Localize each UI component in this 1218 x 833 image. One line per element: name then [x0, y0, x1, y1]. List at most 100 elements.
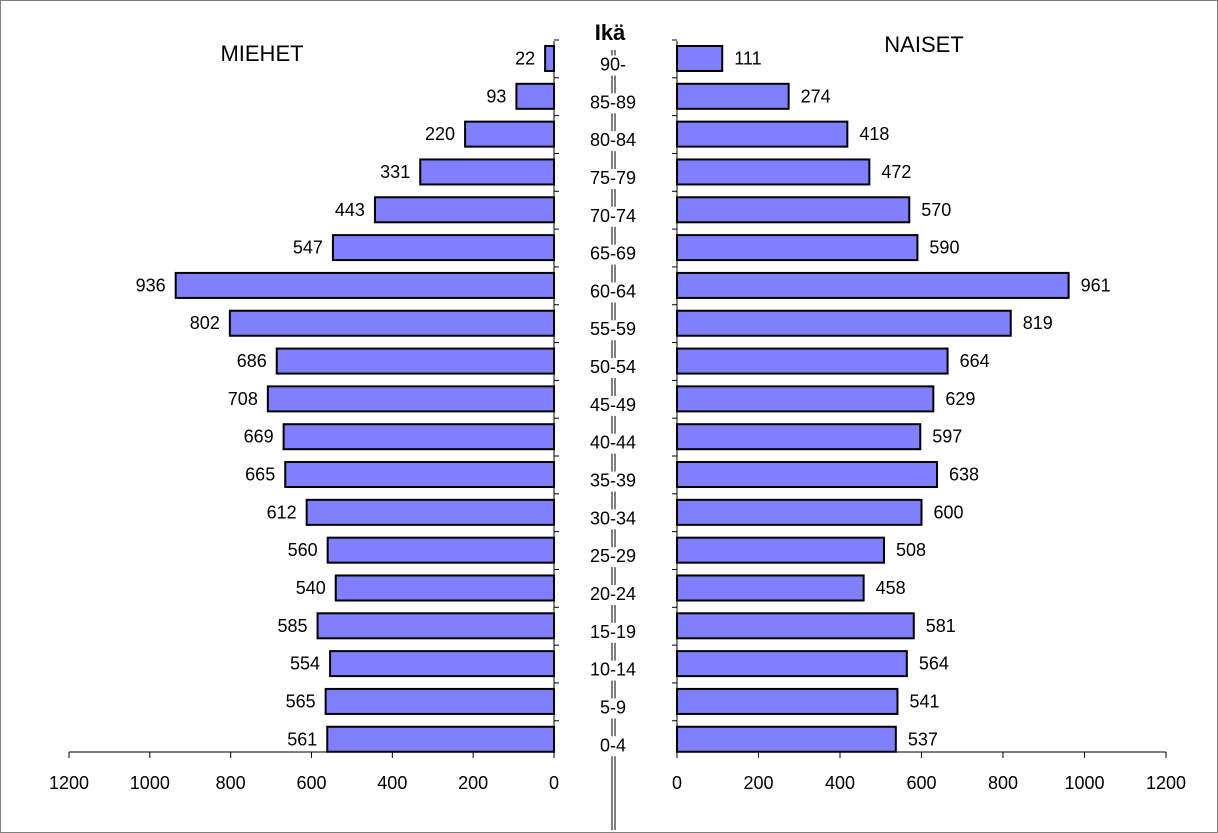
age-label-background: [585, 131, 641, 152]
men-x-tick-label: 1000: [130, 773, 170, 793]
women-value-label: 638: [949, 465, 979, 485]
women-bar: [676, 498, 923, 526]
women-bar: [676, 385, 935, 413]
men-bar: [326, 725, 556, 753]
men-x-tick-label: 800: [216, 773, 246, 793]
women-bar: [676, 536, 886, 564]
women-x-tick-label: 400: [825, 773, 855, 793]
women-value-label: 537: [908, 729, 938, 749]
men-bar: [228, 309, 555, 337]
men-x-tick-label: 0: [549, 773, 559, 793]
women-value-label: 570: [921, 200, 951, 220]
age-label-background: [585, 660, 641, 681]
men-value-label: 443: [335, 200, 365, 220]
age-axis: 90- 85-89 80-84 75-79 70-74 65-69 60-64 55-59 50…: [585, 50, 641, 830]
men-bar: [174, 271, 555, 299]
age-label-background: [585, 471, 641, 492]
men-value-label: 554: [290, 654, 320, 674]
women-value-label: 819: [1023, 313, 1053, 333]
men-value-label: 669: [244, 427, 274, 447]
men-bar: [544, 45, 556, 72]
age-category-label: 30-34: [590, 508, 636, 528]
men-value-label: 331: [380, 162, 410, 182]
men-value-label: 22: [515, 49, 535, 69]
age-category-label: 35-39: [590, 471, 636, 491]
age-label-background: [585, 584, 641, 605]
men-bar: [373, 196, 555, 224]
women-panel: 0 200 400 600 800 1000 1200 111 274 418 472 570 590 9…: [672, 39, 1186, 793]
men-bar: [334, 574, 555, 602]
men-bar: [284, 461, 555, 489]
women-bar: [676, 612, 915, 640]
men-bar: [305, 498, 555, 526]
age-label-background: [585, 433, 641, 454]
age-category-label: 75-79: [590, 168, 636, 188]
women-bar: [676, 687, 899, 715]
age-category-label: 5-9: [600, 697, 626, 717]
women-bar: [676, 158, 871, 186]
men-value-label: 565: [286, 691, 316, 711]
women-bar: [676, 347, 949, 375]
women-value-label: 664: [960, 351, 990, 371]
women-x-tick-label: 800: [988, 773, 1018, 793]
women-bar: [676, 574, 865, 602]
men-value-label: 936: [136, 275, 166, 295]
men-panel: 0 200 400 600 800 1000 1200 22 93 220 331 443 547 936…: [49, 39, 559, 793]
women-value-label: 597: [932, 427, 962, 447]
men-value-label: 560: [288, 540, 318, 560]
women-value-label: 508: [896, 540, 926, 560]
women-bar: [676, 650, 908, 678]
age-category-label: 90-: [600, 55, 626, 75]
women-value-label: 581: [926, 616, 956, 636]
men-x-tick-label: 1200: [49, 773, 89, 793]
age-label-background: [585, 358, 641, 379]
men-bar: [329, 650, 556, 678]
age-label-background: [585, 509, 641, 530]
women-bar: [676, 234, 919, 262]
men-value-label: 220: [425, 124, 455, 144]
age-category-label: 70-74: [590, 206, 636, 226]
women-value-label: 629: [945, 389, 975, 409]
age-label-background: [585, 395, 641, 416]
women-value-label: 541: [909, 691, 939, 711]
men-value-label: 802: [190, 313, 220, 333]
men-value-label: 686: [237, 351, 267, 371]
women-value-label: 274: [801, 86, 831, 106]
women-x-tick-label: 0: [672, 773, 682, 793]
men-value-label: 665: [245, 465, 275, 485]
age-category-label: 65-69: [590, 244, 636, 264]
women-bar: [676, 196, 911, 224]
men-value-label: 561: [287, 729, 317, 749]
women-value-label: 961: [1081, 275, 1111, 295]
age-category-label: 10-14: [590, 660, 636, 680]
men-value-label: 708: [228, 389, 258, 409]
women-bar: [676, 82, 790, 110]
age-label-background: [595, 55, 631, 76]
age-category-label: 15-19: [590, 622, 636, 642]
age-category-label: 0-4: [600, 735, 626, 755]
women-bar: [676, 45, 724, 72]
men-x-tick-label: 600: [296, 773, 326, 793]
men-value-label: 612: [267, 502, 297, 522]
age-label-background: [585, 168, 641, 189]
women-series-title: NAISET: [884, 32, 963, 57]
age-label-background: [585, 206, 641, 227]
women-value-label: 111: [734, 49, 761, 69]
women-value-label: 590: [929, 238, 959, 258]
age-label-background: [585, 547, 641, 568]
men-value-label: 547: [293, 238, 323, 258]
age-label-background: [595, 736, 631, 757]
age-category-label: 40-44: [590, 433, 636, 453]
age-label-background: [585, 282, 641, 303]
age-category-label: 45-49: [590, 395, 636, 415]
women-bar: [676, 271, 1070, 299]
women-value-label: 600: [934, 502, 964, 522]
age-category-label: 60-64: [590, 281, 636, 301]
men-series-title: MIEHET: [220, 41, 303, 66]
men-bar: [464, 120, 556, 148]
women-value-label: 458: [876, 578, 906, 598]
men-bar: [282, 423, 555, 451]
age-label-background: [595, 698, 631, 719]
women-bar: [676, 725, 897, 753]
age-category-label: 25-29: [590, 546, 636, 566]
